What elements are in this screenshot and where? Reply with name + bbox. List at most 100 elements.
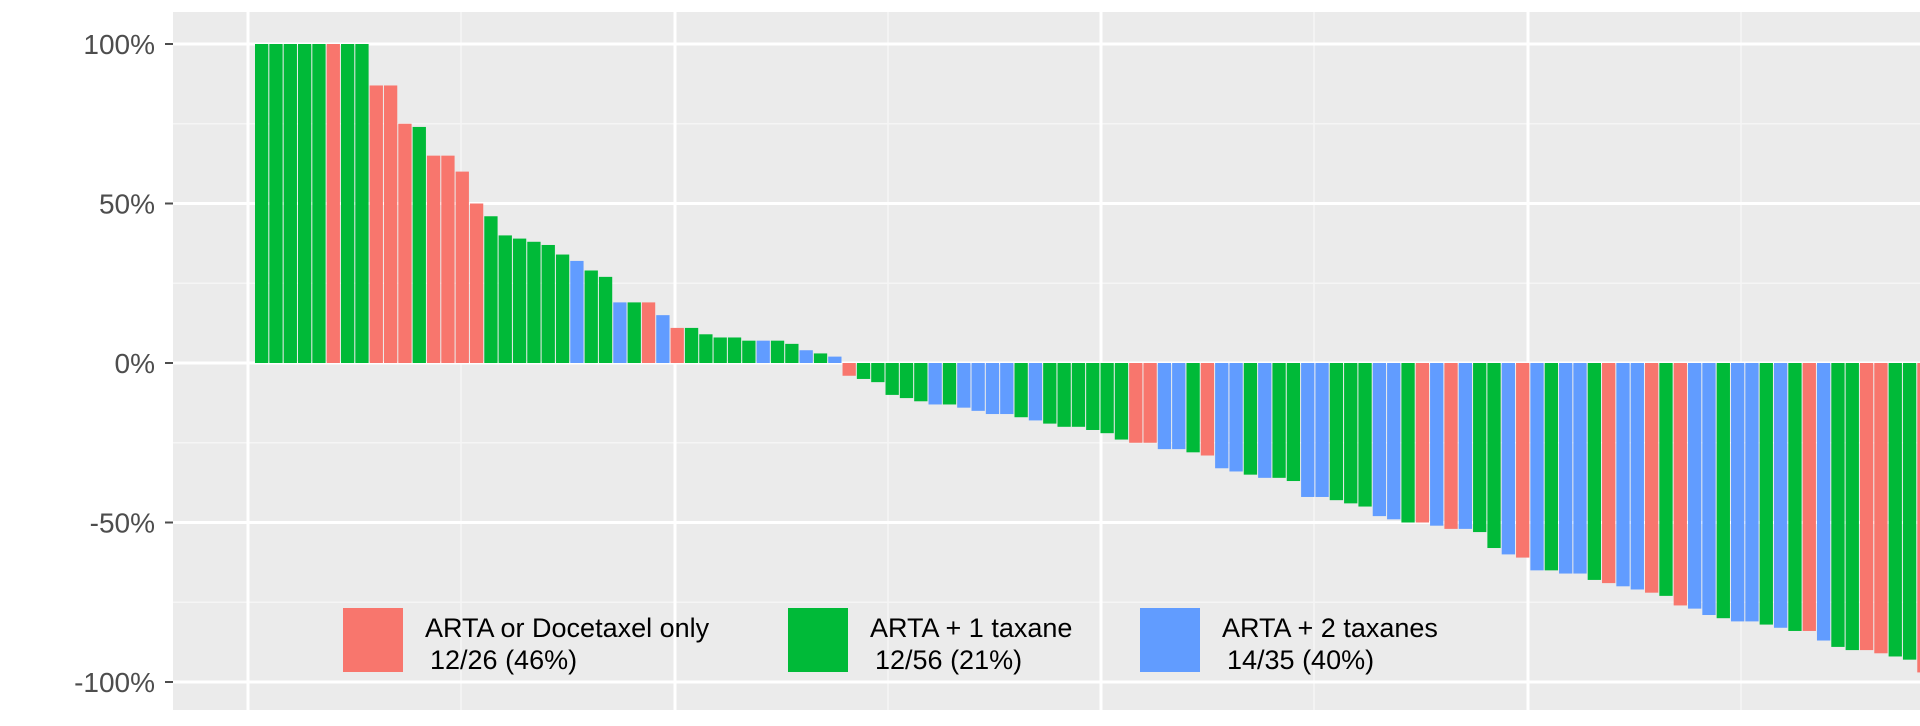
bar <box>1286 363 1301 482</box>
bar <box>1143 363 1157 443</box>
bar <box>1430 363 1444 526</box>
bar <box>1645 363 1659 593</box>
bar <box>1630 363 1644 590</box>
bar <box>541 244 555 363</box>
bar <box>1788 363 1802 631</box>
legend-sublabel: 12/26 (46%) <box>430 645 577 675</box>
bar <box>641 302 656 363</box>
bar <box>570 260 584 363</box>
bar <box>1802 363 1816 631</box>
bar <box>885 363 899 395</box>
bar <box>1272 363 1286 478</box>
legend-sublabel: 12/56 (21%) <box>875 645 1022 675</box>
bar <box>1057 363 1071 427</box>
bar <box>455 171 469 363</box>
bar <box>584 270 598 363</box>
legend-label: ARTA or Docetaxel only <box>425 613 710 643</box>
bar <box>613 302 627 363</box>
bar <box>813 353 828 363</box>
bar <box>1086 363 1100 430</box>
y-tick-label: 50% <box>99 189 155 220</box>
bar <box>1859 363 1874 651</box>
bar <box>1573 363 1587 574</box>
bar <box>340 44 355 363</box>
bar <box>1043 363 1057 424</box>
bar <box>742 340 756 363</box>
bar <box>1229 363 1243 472</box>
bar <box>1716 363 1730 619</box>
bar <box>1344 363 1358 504</box>
y-axis: 100% 50% 0% -50% -100% <box>74 29 173 698</box>
bar <box>1200 363 1215 456</box>
bar <box>1301 363 1315 497</box>
bar <box>1243 363 1258 475</box>
bar <box>1329 363 1344 501</box>
bar <box>1172 363 1186 450</box>
bar <box>297 44 312 363</box>
bar <box>627 302 641 363</box>
bar <box>1487 363 1501 549</box>
bar <box>871 363 885 383</box>
bar <box>469 203 484 363</box>
bar <box>398 123 412 363</box>
bar <box>1917 363 1920 673</box>
bar <box>1730 363 1745 622</box>
bar <box>1587 363 1601 580</box>
bar <box>1602 363 1616 584</box>
bar <box>1157 363 1172 450</box>
bar <box>656 315 670 363</box>
bar <box>527 241 541 363</box>
bar <box>1129 363 1143 443</box>
bar <box>756 340 770 363</box>
bar <box>1816 363 1831 641</box>
bar <box>1000 363 1014 415</box>
y-tick-label: 100% <box>83 29 155 60</box>
bar <box>957 363 971 408</box>
legend-label: ARTA + 1 taxane <box>870 613 1072 643</box>
bar <box>1014 363 1028 418</box>
bar <box>1516 363 1530 558</box>
bar <box>1773 363 1788 628</box>
bar <box>269 44 283 363</box>
bar <box>914 363 928 402</box>
bar <box>598 276 613 363</box>
y-tick-label: -50% <box>90 508 155 539</box>
bar <box>1831 363 1845 647</box>
bar <box>555 254 570 363</box>
bar <box>1186 363 1200 453</box>
bar <box>1401 363 1415 523</box>
bar <box>383 85 398 363</box>
bar <box>1702 363 1716 616</box>
bar <box>684 327 699 363</box>
bar <box>412 126 426 363</box>
bar <box>1845 363 1859 651</box>
bar <box>1673 363 1687 606</box>
legend-key <box>1140 608 1200 672</box>
bar <box>441 155 455 363</box>
bar <box>1372 363 1387 517</box>
bar <box>856 363 871 379</box>
bar <box>1559 363 1573 574</box>
legend-key <box>788 608 848 672</box>
bar <box>1874 363 1888 654</box>
bar <box>1215 363 1229 469</box>
bar <box>1458 363 1473 529</box>
bar <box>828 356 842 363</box>
bar <box>512 238 527 363</box>
bar <box>255 44 269 363</box>
bar <box>1759 363 1773 625</box>
bar <box>785 343 799 363</box>
bar <box>484 216 498 363</box>
bar <box>283 44 297 363</box>
bar <box>355 44 369 363</box>
bar <box>1258 363 1272 478</box>
bar <box>498 235 512 363</box>
bar <box>899 363 914 399</box>
bar <box>1114 363 1129 440</box>
bar <box>426 155 441 363</box>
bar <box>1530 363 1544 571</box>
bar <box>1501 363 1516 555</box>
bar <box>369 85 383 363</box>
